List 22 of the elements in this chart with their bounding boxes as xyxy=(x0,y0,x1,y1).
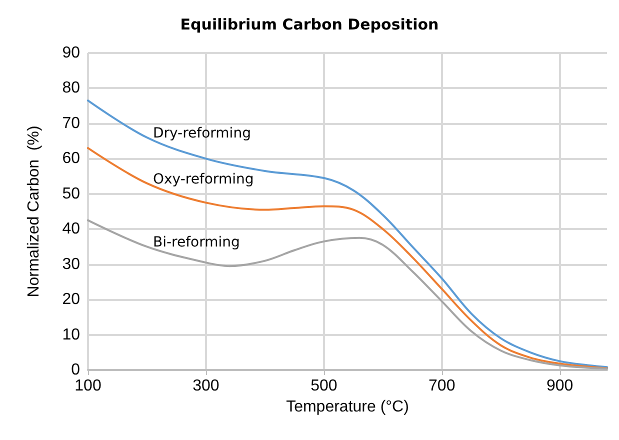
x-tick-label: 300 xyxy=(192,378,220,394)
x-axis-title: Temperature (°C) xyxy=(286,398,409,416)
y-tick-label: 90 xyxy=(62,44,80,62)
chart-title: Equilibrium Carbon Deposition xyxy=(180,16,439,34)
y-tick-label: 10 xyxy=(62,326,80,344)
y-axis-title: Normalized Carbon (%) xyxy=(26,126,42,298)
y-tick-label: 40 xyxy=(62,220,80,238)
series-label: Bi-reforming xyxy=(152,234,240,251)
y-tick-label: 80 xyxy=(62,80,80,97)
y-tick-label: 70 xyxy=(62,114,80,132)
line-series xyxy=(87,100,608,368)
x-tick-label: 100 xyxy=(74,378,102,394)
x-tick-label: 700 xyxy=(428,378,456,394)
series-label: Oxy-reforming xyxy=(152,171,254,188)
y-tick-label: 60 xyxy=(62,150,80,168)
x-tick-label: 500 xyxy=(310,378,338,394)
y-tick-label: 50 xyxy=(62,185,80,202)
y-tick-label: 20 xyxy=(62,291,80,308)
x-tick-label: 900 xyxy=(546,378,574,394)
series-label: Dry-reforming xyxy=(152,126,251,142)
y-tick-label: 0 xyxy=(71,362,80,378)
y-tick-label: 30 xyxy=(62,256,80,273)
